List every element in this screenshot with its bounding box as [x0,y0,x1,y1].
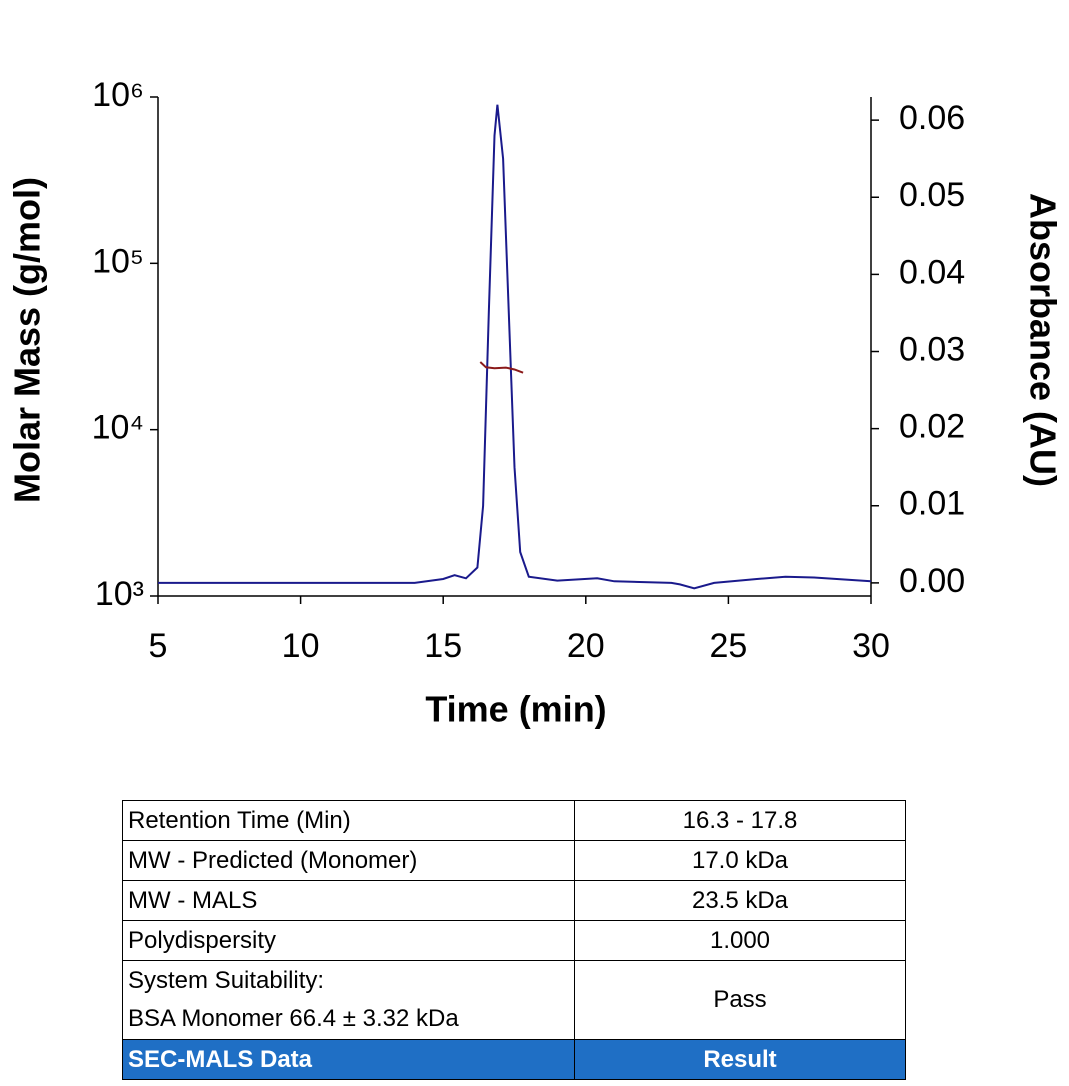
y2-tick-label: 0.04 [899,253,965,291]
y-tick-label: 10⁵ [92,242,144,280]
table-row: System Suitability: BSA Monomer 66.4 ± 3.… [122,960,906,1040]
header-cell: SEC-MALS Data [122,1039,575,1080]
y-tick-label: 10⁶ [92,76,144,114]
table-cell: Pass [574,960,906,1040]
cell-line: BSA Monomer 66.4 ± 3.32 kDa [128,1005,459,1032]
table-row: MW - MALS 23.5 kDa [122,880,906,921]
table-cell: 16.3 - 17.8 [574,800,906,841]
y2-tick-label: 0.03 [899,330,965,368]
y-axis-title: Molar Mass (g/mol) [7,177,48,503]
table-header: SEC-MALS Data Result [122,1039,906,1080]
x-tick-label: 20 [567,627,605,665]
y2-tick-label: 0.06 [899,99,965,137]
chart: Time (min) Molar Mass (g/mol) Absorbance… [7,76,1064,730]
results-table: Retention Time (Min) 16.3 - 17.8 MW - Pred… [122,800,906,1080]
table-cell: 17.0 kDa [574,840,906,881]
table-cell: MW - Predicted (Monomer) [122,840,575,881]
x-tick-label: 15 [424,627,462,665]
y-tick-label: 10⁴ [92,409,144,447]
y2-tick-label: 0.01 [899,485,965,523]
table-row: MW - Predicted (Monomer) 17.0 kDa [122,840,906,881]
table-cell: 1.000 [574,920,906,961]
table-row: Retention Time (Min) 16.3 - 17.8 [122,800,906,841]
cell-line: System Suitability: [128,967,325,994]
x-tick-label: 30 [852,627,890,665]
data-line [158,104,872,590]
x-axis-title: Time (min) [425,689,606,730]
table-row: Polydispersity 1.000 [122,920,906,961]
header-cell: Result [574,1039,906,1080]
table-cell: 23.5 kDa [574,880,906,921]
table-cell: System Suitability: BSA Monomer 66.4 ± 3.… [122,960,575,1040]
data-line [479,361,524,374]
table-body: Retention Time (Min) 16.3 - 17.8 MW - Pred… [122,800,906,961]
y2-tick-label: 0.02 [899,408,965,446]
x-tick-label: 25 [709,627,747,665]
table-cell: Polydispersity [122,920,575,961]
y2-axis-title: Absorbance (AU) [1022,193,1063,487]
table-cell: MW - MALS [122,880,575,921]
y2-tick-label: 0.00 [899,562,965,600]
table-cell: Retention Time (Min) [122,800,575,841]
y-tick-label: 10³ [95,575,144,613]
y2-tick-label: 0.05 [899,176,965,214]
x-tick-label: 5 [149,627,168,665]
x-tick-label: 10 [282,627,320,665]
